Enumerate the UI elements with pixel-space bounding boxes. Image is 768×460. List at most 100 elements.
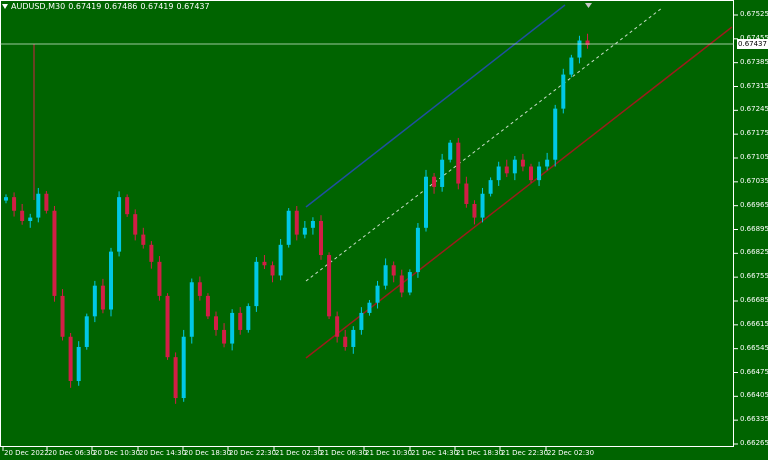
candle-body: [238, 312, 243, 330]
dropdown-triangle-icon[interactable]: [2, 4, 8, 9]
candle-body: [351, 329, 356, 347]
candle-body: [213, 316, 218, 330]
x-tick-label: 21 Dec 06:30: [320, 449, 368, 457]
candle-body: [488, 180, 493, 194]
candle-body: [545, 159, 550, 167]
x-tick-label: 20 Dec 06:30: [48, 449, 96, 457]
candle-body: [197, 282, 202, 296]
candle-body: [100, 285, 105, 310]
candle-body: [133, 214, 138, 235]
channel-lower-line: [305, 26, 733, 359]
y-tick-label: 0.66545: [740, 343, 768, 352]
candle-body: [577, 40, 582, 58]
candle-body: [512, 159, 517, 174]
candle-body: [464, 183, 469, 204]
candle-body: [375, 285, 380, 303]
candle-body: [399, 275, 404, 293]
candle-body: [12, 197, 17, 211]
candle-body: [537, 166, 542, 181]
candle-body: [553, 108, 558, 160]
y-tick-label: 0.66405: [740, 391, 768, 400]
candle-body: [52, 210, 57, 296]
symbol-timeframe: AUDUSD,M30: [11, 2, 66, 11]
candle-body: [36, 193, 41, 218]
candle-body: [181, 336, 186, 399]
chart-header: AUDUSD,M30 0.67419 0.67486 0.67419 0.674…: [2, 2, 210, 11]
chart-frame: [0, 0, 734, 447]
candle-body: [423, 176, 428, 228]
x-tick-label: 20 Dec 10:30: [93, 449, 141, 457]
candle-body: [28, 217, 33, 221]
candle-body: [68, 336, 73, 382]
candle-body: [383, 265, 388, 286]
candle-body: [286, 210, 291, 245]
current-price-tag: 0.67437: [737, 39, 768, 49]
candle-body: [585, 40, 590, 45]
candle-body: [335, 316, 340, 337]
y-tick-label: 0.67105: [740, 153, 768, 161]
candle-body: [415, 227, 420, 273]
y-tick-label: 0.67525: [740, 10, 768, 18]
candle-body: [246, 306, 251, 330]
candle-body: [294, 210, 299, 235]
candle-body: [189, 282, 194, 337]
candle-body: [327, 255, 332, 317]
candle-body: [222, 329, 227, 344]
low-value: 0.67419: [140, 2, 174, 11]
candle-body: [125, 197, 130, 215]
candle-body: [157, 261, 162, 296]
arrow-marker: [585, 3, 592, 8]
candle-body: [205, 295, 210, 317]
candle-body: [520, 159, 525, 167]
candle-body: [262, 261, 267, 266]
candle-body: [472, 203, 477, 218]
y-tick-label: 0.66265: [740, 439, 768, 447]
candle-body: [278, 244, 283, 276]
y-tick-label: 0.66685: [740, 296, 768, 304]
candle-body: [173, 357, 178, 399]
candle-body: [496, 166, 501, 181]
candle-body: [117, 197, 122, 252]
y-tick-label: 0.67455: [740, 33, 768, 42]
candle-body: [165, 295, 170, 358]
y-tick-label: 0.67315: [740, 81, 768, 90]
candle-body: [456, 142, 461, 184]
candle-body: [391, 265, 396, 276]
x-tick-label: 21 Dec 10:30: [365, 449, 413, 457]
x-tick-label: 20 Dec 22:30: [229, 449, 277, 457]
candle-body: [108, 251, 113, 310]
candle-body: [569, 57, 574, 75]
y-tick-label: 0.67035: [740, 176, 768, 185]
candle-body: [44, 193, 49, 211]
candle-body: [270, 265, 275, 276]
candle-body: [448, 142, 453, 160]
channel-mid-line: [305, 7, 663, 282]
y-tick-label: 0.66475: [740, 367, 768, 376]
x-tick-label: 20 Dec 18:30: [184, 449, 232, 457]
y-tick-label: 0.66965: [740, 200, 768, 209]
candle-body: [76, 346, 81, 382]
y-tick-label: 0.66615: [740, 319, 768, 328]
x-tick-label: 22 Dec 02:30: [547, 449, 595, 457]
open-value: 0.67419: [68, 2, 102, 11]
y-tick-label: 0.67385: [740, 57, 768, 66]
candle-body: [318, 220, 323, 256]
candle-body: [84, 316, 89, 347]
candle-body: [149, 244, 154, 262]
x-tick-label: 21 Dec 18:30: [456, 449, 504, 457]
candle-body: [343, 336, 348, 347]
ohlc-values: 0.67419 0.67486 0.67419 0.67437: [68, 2, 209, 11]
candle-body: [310, 220, 315, 228]
candle-body: [230, 312, 235, 344]
x-tick-label: 20 Dec 2022: [4, 449, 49, 457]
candle-body: [302, 227, 307, 235]
close-value: 0.67437: [176, 2, 210, 11]
x-tick-label: 21 Dec 22:30: [501, 449, 549, 457]
y-tick-label: 0.66825: [740, 248, 768, 257]
candle-body: [92, 285, 97, 317]
candle-body: [432, 176, 437, 187]
candle-body: [528, 166, 533, 181]
x-tick-label: 20 Dec 14:30: [139, 449, 187, 457]
x-tick-label: 21 Dec 14:30: [411, 449, 459, 457]
